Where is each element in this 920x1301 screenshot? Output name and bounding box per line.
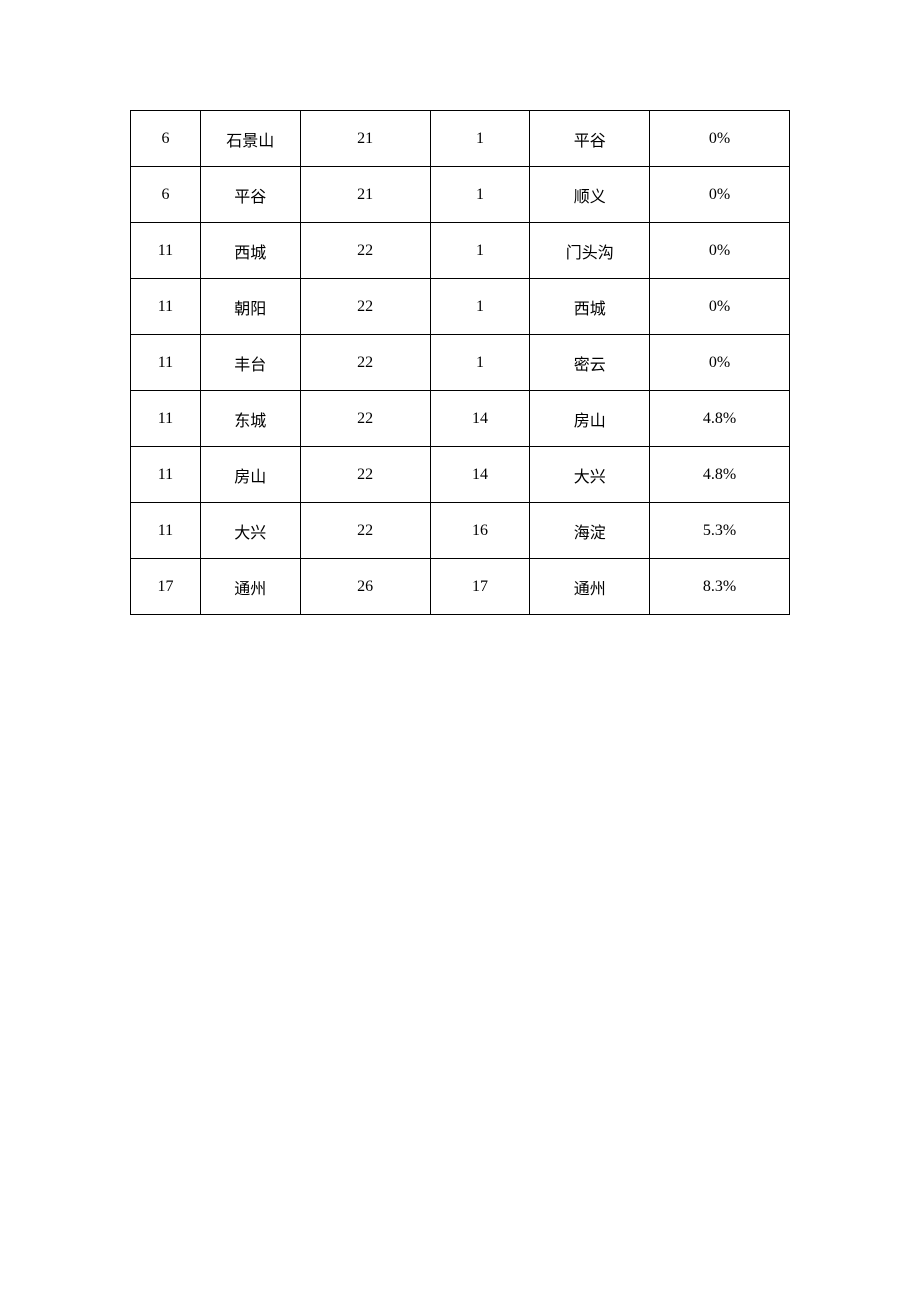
table-cell: 14	[430, 447, 530, 503]
table-cell: 11	[131, 447, 201, 503]
table-cell: 通州	[530, 559, 650, 615]
table-cell: 1	[430, 335, 530, 391]
table-row: 11 房山 22 14 大兴 4.8%	[131, 447, 790, 503]
table-row: 11 东城 22 14 房山 4.8%	[131, 391, 790, 447]
table-cell: 22	[300, 279, 430, 335]
table-cell: 4.8%	[650, 391, 790, 447]
table-cell: 11	[131, 335, 201, 391]
table-cell: 顺义	[530, 167, 650, 223]
table-cell: 1	[430, 167, 530, 223]
table-cell: 22	[300, 503, 430, 559]
data-table-container: 6 石景山 21 1 平谷 0% 6 平谷 21 1 顺义 0% 11 西城 2…	[130, 110, 790, 615]
table-cell: 大兴	[530, 447, 650, 503]
table-row: 17 通州 26 17 通州 8.3%	[131, 559, 790, 615]
table-cell: 14	[430, 391, 530, 447]
table-row: 11 丰台 22 1 密云 0%	[131, 335, 790, 391]
table-cell: 21	[300, 167, 430, 223]
table-cell: 11	[131, 391, 201, 447]
table-row: 11 西城 22 1 门头沟 0%	[131, 223, 790, 279]
table-cell: 通州	[200, 559, 300, 615]
table-cell: 1	[430, 279, 530, 335]
table-row: 11 朝阳 22 1 西城 0%	[131, 279, 790, 335]
table-row: 6 平谷 21 1 顺义 0%	[131, 167, 790, 223]
table-cell: 东城	[200, 391, 300, 447]
table-body: 6 石景山 21 1 平谷 0% 6 平谷 21 1 顺义 0% 11 西城 2…	[131, 111, 790, 615]
table-cell: 房山	[530, 391, 650, 447]
table-cell: 0%	[650, 335, 790, 391]
table-row: 11 大兴 22 16 海淀 5.3%	[131, 503, 790, 559]
table-cell: 房山	[200, 447, 300, 503]
table-cell: 密云	[530, 335, 650, 391]
table-cell: 0%	[650, 167, 790, 223]
table-cell: 22	[300, 223, 430, 279]
table-cell: 平谷	[200, 167, 300, 223]
table-cell: 11	[131, 279, 201, 335]
table-cell: 门头沟	[530, 223, 650, 279]
table-cell: 26	[300, 559, 430, 615]
table-cell: 西城	[200, 223, 300, 279]
table-cell: 6	[131, 167, 201, 223]
table-cell: 22	[300, 335, 430, 391]
table-cell: 大兴	[200, 503, 300, 559]
table-cell: 4.8%	[650, 447, 790, 503]
table-cell: 8.3%	[650, 559, 790, 615]
table-cell: 丰台	[200, 335, 300, 391]
table-cell: 0%	[650, 223, 790, 279]
table-cell: 16	[430, 503, 530, 559]
table-cell: 朝阳	[200, 279, 300, 335]
table-cell: 21	[300, 111, 430, 167]
table-cell: 22	[300, 391, 430, 447]
table-cell: 石景山	[200, 111, 300, 167]
table-cell: 6	[131, 111, 201, 167]
table-cell: 17	[131, 559, 201, 615]
table-cell: 0%	[650, 279, 790, 335]
table-cell: 17	[430, 559, 530, 615]
data-table: 6 石景山 21 1 平谷 0% 6 平谷 21 1 顺义 0% 11 西城 2…	[130, 110, 790, 615]
table-row: 6 石景山 21 1 平谷 0%	[131, 111, 790, 167]
table-cell: 西城	[530, 279, 650, 335]
table-cell: 平谷	[530, 111, 650, 167]
table-cell: 0%	[650, 111, 790, 167]
table-cell: 11	[131, 503, 201, 559]
table-cell: 1	[430, 223, 530, 279]
table-cell: 1	[430, 111, 530, 167]
table-cell: 22	[300, 447, 430, 503]
table-cell: 5.3%	[650, 503, 790, 559]
table-cell: 11	[131, 223, 201, 279]
table-cell: 海淀	[530, 503, 650, 559]
